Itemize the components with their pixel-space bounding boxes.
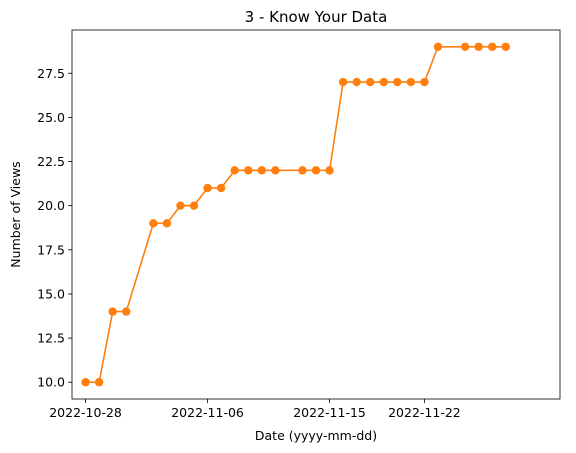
data-point [244,166,253,175]
y-tick-label: 10.0 [37,375,65,390]
data-point [366,77,375,87]
x-tick-label: 2022-11-15 [293,405,366,420]
data-point [393,77,402,87]
data-point [149,219,158,228]
data-point [338,77,348,87]
data-point [379,77,388,87]
data-point [325,166,334,175]
x-axis: 2022-10-28 2022-11-06 2022-11-15 2022-11-22 [49,399,461,420]
data-point [501,42,510,51]
data-point [271,166,280,175]
data-point [189,201,199,210]
data-point [108,307,117,316]
y-tick-label: 22.5 [37,154,65,169]
data-point [81,378,90,387]
x-tick-label: 2022-11-06 [171,405,244,420]
data-point [406,77,416,87]
x-tick-label: 2022-11-22 [388,405,461,420]
x-tick-label: 2022-10-28 [49,405,122,420]
data-point [162,219,172,228]
data-point [122,307,131,316]
data-point [203,183,212,193]
data-point [460,42,470,51]
data-point [352,77,361,87]
y-tick-label: 20.0 [37,198,65,213]
data-point [311,166,321,175]
data-point [474,42,483,51]
data-point [94,378,104,387]
chart-title: 3 - Know Your Data [245,8,388,26]
y-tick-label: 27.5 [37,66,65,81]
data-point [433,42,443,51]
data-point [216,183,226,193]
y-axis-title: Number of Views [8,161,23,267]
y-tick-label: 17.5 [37,242,65,257]
data-point [257,166,266,175]
data-point [420,77,429,87]
y-tick-label: 25.0 [37,110,65,125]
y-tick-label: 12.5 [37,331,65,346]
x-axis-title: Date (yyyy-mm-dd) [255,428,377,443]
y-tick-label: 15.0 [37,286,65,301]
plot-frame [71,29,561,400]
series-layer [81,42,510,387]
data-point [176,201,185,210]
y-axis: 10.0 12.5 15.0 17.5 20.0 22.5 25.0 27.5 [37,66,72,390]
data-point [230,166,239,175]
data-point [488,42,497,51]
data-point [298,166,307,175]
